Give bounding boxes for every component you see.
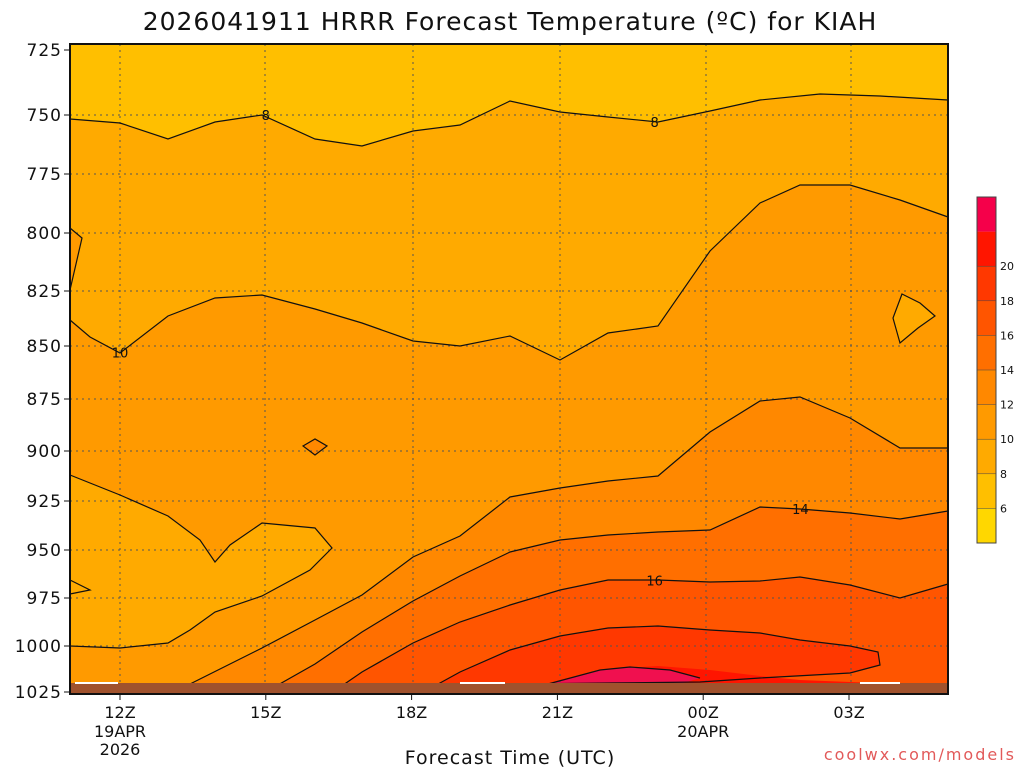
x-tick-label: 21Z (542, 703, 573, 722)
island-12-right (893, 294, 935, 343)
x-tick-date: 19APR (94, 722, 146, 741)
colorbar-segment (977, 231, 996, 267)
y-tick-label: 825 (27, 282, 62, 302)
colorbar-label: 20 (1000, 260, 1014, 273)
plot-frame (69, 43, 949, 695)
y-tick-label: 800 (27, 224, 62, 244)
colorbar-label: 10 (1000, 433, 1014, 446)
y-tick-label: 775 (27, 165, 62, 185)
y-tick-label: 1000 (15, 637, 62, 657)
colorbar-label: 6 (1000, 502, 1007, 515)
colorbar-label: 8 (1000, 468, 1007, 481)
y-tick-label: 875 (27, 390, 62, 410)
band-peak (548, 667, 700, 684)
colorbar-label: 16 (1000, 329, 1014, 342)
colorbar: 6 8 10 12 14 16 18 20 (976, 196, 1014, 544)
y-tick-label: 725 (27, 41, 62, 61)
colorbar-segment (977, 197, 996, 232)
gridlines (70, 44, 948, 694)
colorbar-segment (977, 300, 996, 336)
contour-label: 10 (112, 346, 129, 361)
x-tick-label: 18Z (396, 703, 427, 722)
y-tick-label: 1025 (15, 683, 62, 703)
y-tick-label: 850 (27, 337, 62, 357)
contour-label: 8 (262, 109, 270, 124)
colorbar-label: 18 (1000, 295, 1014, 308)
colorbar-label: 14 (1000, 364, 1014, 377)
y-tick-label: 925 (27, 492, 62, 512)
x-tick-label: 12Z (104, 703, 135, 722)
colorbar-segment (977, 370, 996, 405)
y-tick-label: 975 (27, 589, 62, 609)
x-axis-label: Forecast Time (UTC) (405, 747, 615, 768)
contour-label: 8 (650, 116, 658, 131)
y-tick-label: 900 (27, 442, 62, 462)
colorbar-segment (977, 473, 996, 509)
x-tick-year: 2026 (100, 740, 141, 759)
colorbar-segment (977, 439, 996, 474)
contour-lines (69, 93, 949, 695)
colorbar-segment (977, 508, 996, 543)
watermark: coolwx.com/models (824, 745, 1016, 764)
contour-labels: 8 8 10 14 16 (112, 109, 809, 590)
y-tick-label: 950 (27, 541, 62, 561)
colorbar-segment (977, 404, 996, 440)
x-tick-label: 00Z (688, 703, 719, 722)
x-tick-label: 15Z (250, 703, 281, 722)
ground-surface (70, 683, 948, 694)
colorbar-label: 12 (1000, 399, 1014, 412)
plot-area: 8 8 10 14 16 (69, 43, 949, 695)
colorbar-segment (977, 266, 996, 301)
contour-label: 16 (646, 575, 663, 590)
chart-title: 2026041911 HRRR Forecast Temperature (ºC… (143, 7, 878, 36)
y-tick-label: 750 (27, 106, 62, 126)
contour-label: 14 (792, 503, 809, 518)
island-10-12-b (70, 475, 332, 648)
y-axis: 725 750 775 800 825 850 875 900 925 950 975 1000 102… (15, 41, 70, 703)
x-tick-label: 03Z (833, 703, 864, 722)
x-tick-date: 20APR (677, 722, 729, 741)
colorbar-segment (977, 335, 996, 370)
